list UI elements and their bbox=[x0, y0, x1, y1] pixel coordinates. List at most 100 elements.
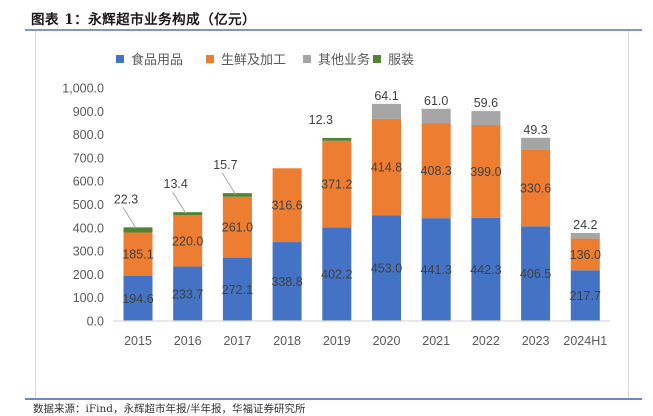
data-label-food-goods: 217.7 bbox=[570, 289, 601, 303]
legend-label-food-goods: 食品用品 bbox=[131, 52, 183, 67]
data-label-food-goods: 402.2 bbox=[321, 268, 352, 282]
bar-segment-fresh-processing bbox=[222, 196, 252, 258]
legend-swatch-other-business bbox=[303, 55, 311, 63]
bar-segment-apparel bbox=[123, 227, 153, 233]
bar-segment-fresh-processing bbox=[421, 123, 451, 219]
source-rule bbox=[25, 398, 642, 400]
bar-segment-food-goods bbox=[471, 217, 501, 321]
x-tick-label: 2024H1 bbox=[563, 334, 607, 348]
bar-segment-fresh-processing bbox=[372, 118, 401, 216]
x-axis: 2015 2016 2017 2018 2019 2020 2021 2022 2023 2024… bbox=[124, 334, 607, 348]
data-label-other-business: 61.0 bbox=[424, 94, 448, 108]
bar-segment-fresh-processing bbox=[570, 238, 600, 271]
data-label-fresh-processing: 185.1 bbox=[122, 248, 153, 262]
bar-segment-food-goods bbox=[570, 270, 600, 321]
data-label-apparel: 13.4 bbox=[164, 177, 188, 191]
bar-segment-food-goods bbox=[372, 215, 401, 321]
bar-segment-apparel bbox=[173, 212, 203, 216]
legend-swatch-fresh-processing bbox=[206, 55, 214, 63]
y-tick-label: 100.0 bbox=[73, 291, 104, 305]
x-tick-label: 2019 bbox=[323, 334, 351, 348]
bar-segment-apparel bbox=[222, 193, 252, 197]
y-tick-label: 900.0 bbox=[73, 105, 104, 119]
bar-segment-food-goods bbox=[222, 257, 252, 321]
legend-label-fresh-processing: 生鲜及加工 bbox=[221, 52, 286, 67]
data-label-other-business: 64.1 bbox=[374, 89, 398, 103]
y-tick-label: 600.0 bbox=[73, 175, 104, 189]
y-tick-label: 700.0 bbox=[73, 151, 104, 165]
data-label-fresh-processing: 330.6 bbox=[520, 181, 551, 195]
x-tick-label: 2017 bbox=[223, 334, 251, 348]
y-tick-label: 0.0 bbox=[87, 315, 104, 329]
x-tick-label: 2016 bbox=[174, 334, 202, 348]
x-tick-label: 2020 bbox=[373, 334, 401, 348]
x-tick-label: 2018 bbox=[273, 334, 301, 348]
data-label-food-goods: 453.0 bbox=[371, 262, 402, 276]
bar-segment-fresh-processing bbox=[272, 168, 302, 243]
data-label-food-goods: 442.3 bbox=[470, 263, 501, 277]
y-tick-label: 400.0 bbox=[73, 221, 104, 235]
bar-segment-apparel bbox=[322, 137, 352, 141]
bar-segment-food-goods bbox=[272, 242, 302, 321]
data-label-food-goods: 406.5 bbox=[520, 267, 551, 281]
legend-label-other-business: 其他业务 bbox=[318, 52, 370, 67]
data-label-apparel: 15.7 bbox=[213, 158, 237, 172]
bar-segment-food-goods bbox=[322, 227, 352, 321]
bar-segment-fresh-processing bbox=[123, 232, 153, 276]
data-label-food-goods: 272.1 bbox=[222, 283, 253, 297]
y-tick-label: 1,000.0 bbox=[62, 82, 104, 96]
x-tick-label: 2015 bbox=[124, 334, 152, 348]
data-label-fresh-processing: 220.0 bbox=[172, 234, 203, 248]
bar-segment-other-business bbox=[421, 108, 451, 124]
x-tick-label: 2022 bbox=[472, 334, 500, 348]
data-label-food-goods: 194.6 bbox=[122, 292, 153, 306]
data-label-food-goods: 338.8 bbox=[271, 275, 302, 289]
legend-swatch-food-goods bbox=[116, 55, 124, 63]
bar-segment-food-goods bbox=[521, 226, 551, 321]
bar-segment-other-business bbox=[372, 103, 401, 119]
leader-line bbox=[122, 207, 137, 229]
bar-segment-fresh-processing bbox=[173, 215, 203, 267]
data-label-fresh-processing: 261.0 bbox=[222, 221, 253, 235]
bar-segment-other-business bbox=[521, 137, 551, 150]
data-label-other-business: 59.6 bbox=[474, 96, 498, 110]
data-label-fresh-processing: 371.2 bbox=[321, 178, 352, 192]
bar-segment-food-goods bbox=[421, 218, 451, 321]
data-labels: 194.6 185.1 22.3 233.7 220.0 13.4 272.1 261.0 15… bbox=[114, 89, 601, 306]
chart-frame bbox=[35, 31, 629, 398]
legend-label-apparel: 服装 bbox=[388, 52, 414, 67]
data-label-fresh-processing: 136.0 bbox=[570, 248, 601, 262]
figure-title: 图表 1：永辉超市业务构成（亿元） bbox=[31, 12, 257, 28]
y-tick-label: 800.0 bbox=[73, 128, 104, 142]
legend-swatch-apparel bbox=[373, 55, 381, 63]
data-label-fresh-processing: 414.8 bbox=[371, 161, 402, 175]
leader-line bbox=[172, 191, 187, 214]
data-label-fresh-processing: 408.3 bbox=[421, 164, 452, 178]
bar-segment-fresh-processing bbox=[322, 140, 352, 228]
y-tick-label: 200.0 bbox=[73, 268, 104, 282]
bar-segment-other-business bbox=[570, 232, 600, 239]
bar-segment-food-goods bbox=[173, 266, 203, 321]
data-label-apparel: 22.3 bbox=[114, 192, 138, 206]
legend: 食品用品 生鲜及加工 其他业务 服装 bbox=[116, 52, 414, 67]
y-tick-label: 500.0 bbox=[73, 198, 104, 212]
y-tick-label: 300.0 bbox=[73, 245, 104, 259]
y-axis: 0.0 100.0 200.0 300.0 400.0 500.0 600.0 700.0 80… bbox=[62, 82, 104, 329]
data-label-fresh-processing: 399.0 bbox=[470, 165, 501, 179]
bar-segment-food-goods bbox=[123, 275, 153, 321]
x-tick-label: 2023 bbox=[522, 334, 550, 348]
bars bbox=[123, 103, 600, 321]
data-label-food-goods: 233.7 bbox=[172, 287, 203, 301]
source-note: 数据来源：iFind，永辉超市年报/半年报，华福证券研究所 bbox=[33, 403, 306, 415]
bar-segment-fresh-processing bbox=[471, 124, 501, 218]
data-label-food-goods: 441.3 bbox=[421, 263, 452, 277]
data-label-other-business: 24.2 bbox=[573, 218, 597, 232]
leader-line bbox=[221, 172, 236, 195]
x-tick-label: 2021 bbox=[422, 334, 450, 348]
data-label-apparel: 12.3 bbox=[309, 113, 333, 127]
data-label-fresh-processing: 316.6 bbox=[271, 199, 302, 213]
title-rule bbox=[25, 29, 642, 31]
data-label-other-business: 49.3 bbox=[523, 123, 547, 137]
bar-segment-other-business bbox=[471, 111, 501, 125]
